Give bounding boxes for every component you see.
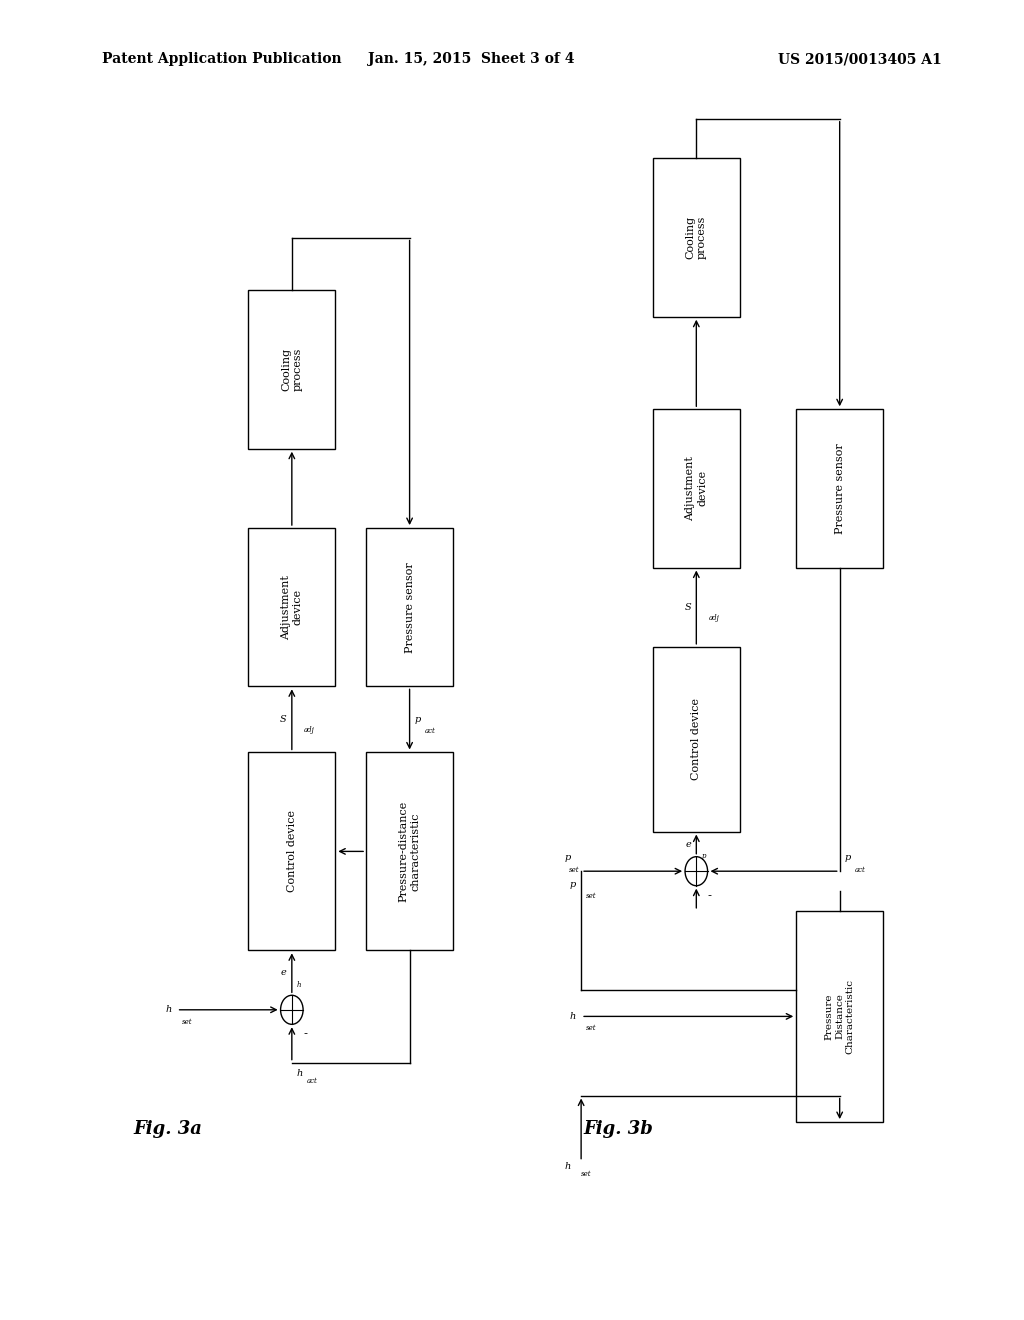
Text: US 2015/0013405 A1: US 2015/0013405 A1	[778, 53, 942, 66]
Text: set: set	[587, 892, 597, 900]
Text: e: e	[685, 840, 691, 849]
Text: set: set	[181, 1018, 193, 1026]
Text: adj: adj	[304, 726, 314, 734]
Text: h: h	[297, 981, 301, 989]
Text: act: act	[855, 866, 866, 874]
Text: Fig. 3b: Fig. 3b	[584, 1119, 653, 1138]
FancyBboxPatch shape	[797, 911, 883, 1122]
Text: p: p	[845, 854, 851, 862]
Text: p: p	[415, 715, 421, 723]
Text: act: act	[425, 727, 436, 735]
FancyBboxPatch shape	[797, 409, 883, 568]
FancyBboxPatch shape	[248, 290, 335, 449]
Text: -: -	[303, 1028, 307, 1039]
FancyBboxPatch shape	[248, 528, 335, 686]
Text: -: -	[708, 890, 712, 900]
Text: set: set	[568, 866, 580, 874]
Text: Control device: Control device	[691, 698, 701, 780]
Text: p: p	[569, 880, 577, 888]
FancyBboxPatch shape	[367, 528, 454, 686]
Text: Cooling
process: Cooling process	[281, 348, 303, 391]
Text: Control device: Control device	[287, 810, 297, 892]
Text: p: p	[701, 853, 706, 861]
Text: Cooling
process: Cooling process	[685, 216, 708, 259]
Text: Pressure-distance
characteristic: Pressure-distance characteristic	[398, 801, 421, 902]
FancyBboxPatch shape	[653, 409, 739, 568]
FancyBboxPatch shape	[367, 752, 454, 950]
FancyBboxPatch shape	[653, 158, 739, 317]
Text: h: h	[569, 1012, 577, 1020]
Text: Jan. 15, 2015  Sheet 3 of 4: Jan. 15, 2015 Sheet 3 of 4	[368, 53, 574, 66]
Text: h: h	[165, 1006, 171, 1014]
Text: S: S	[685, 603, 691, 611]
Text: h: h	[297, 1069, 303, 1078]
Text: p: p	[564, 854, 571, 862]
Text: h: h	[564, 1162, 571, 1171]
FancyBboxPatch shape	[248, 752, 335, 950]
Text: Fig. 3a: Fig. 3a	[133, 1119, 202, 1138]
Text: set: set	[587, 1024, 597, 1032]
Text: act: act	[307, 1077, 318, 1085]
Text: adj: adj	[709, 614, 719, 622]
Text: Patent Application Publication: Patent Application Publication	[102, 53, 342, 66]
Text: set: set	[582, 1170, 592, 1177]
Text: Pressure
Distance
Characteristic: Pressure Distance Characteristic	[824, 979, 855, 1053]
Text: Pressure sensor: Pressure sensor	[835, 444, 845, 533]
FancyBboxPatch shape	[653, 647, 739, 832]
Text: Pressure sensor: Pressure sensor	[404, 562, 415, 652]
Text: e: e	[281, 969, 287, 977]
Text: Adjustment
device: Adjustment device	[685, 455, 708, 521]
Text: Adjustment
device: Adjustment device	[281, 574, 303, 640]
Text: S: S	[281, 715, 287, 723]
